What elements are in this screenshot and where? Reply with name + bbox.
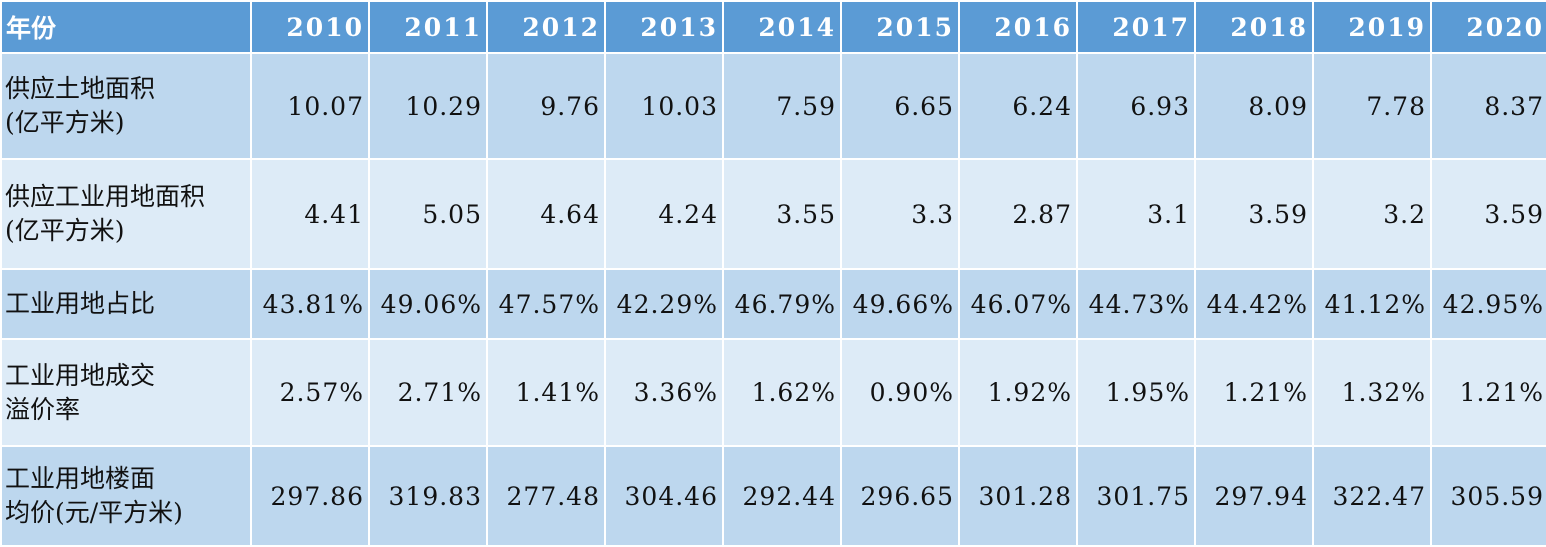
value-cell: 1.21% — [1430, 338, 1546, 447]
value-cell: 1.62% — [722, 338, 842, 447]
year-header-cell: 2019 — [1312, 0, 1432, 54]
row-label-line: 工业用地楼面 — [5, 464, 156, 493]
value-cell: 1.21% — [1194, 338, 1314, 447]
value-cell: 6.65 — [840, 52, 960, 160]
value-cell: 4.41 — [250, 158, 370, 270]
table-row-premium-rate: 工业用地成交 溢价率 2.57% 2.71% 1.41% 3.36% 1.62% … — [0, 338, 1546, 447]
value-cell: 49.06% — [368, 268, 488, 340]
row-label-line: 均价(元/平方米) — [5, 498, 183, 527]
value-cell: 41.12% — [1312, 268, 1432, 340]
value-cell: 10.07 — [250, 52, 370, 160]
row-label-cell: 供应工业用地面积 (亿平方米) — [0, 158, 252, 270]
value-cell: 2.71% — [368, 338, 488, 447]
value-cell: 4.64 — [486, 158, 606, 270]
value-cell: 297.86 — [250, 445, 370, 547]
year-header-cell: 2015 — [840, 0, 960, 54]
value-cell: 297.94 — [1194, 445, 1314, 547]
value-cell: 3.36% — [604, 338, 724, 447]
value-cell: 5.05 — [368, 158, 488, 270]
value-cell: 7.59 — [722, 52, 842, 160]
value-cell: 1.41% — [486, 338, 606, 447]
row-label-line: 溢价率 — [5, 394, 81, 424]
table-row-industrial-share: 工业用地占比 43.81% 49.06% 47.57% 42.29% 46.79… — [0, 268, 1546, 340]
value-cell: 42.95% — [1430, 268, 1546, 340]
value-cell: 4.24 — [604, 158, 724, 270]
row-label-cell: 工业用地占比 — [0, 268, 252, 340]
value-cell: 49.66% — [840, 268, 960, 340]
value-cell: 7.78 — [1312, 52, 1432, 160]
value-cell: 1.32% — [1312, 338, 1432, 447]
value-cell: 301.75 — [1076, 445, 1196, 547]
value-cell: 1.95% — [1076, 338, 1196, 447]
row-label-line: 供应工业用地面积 — [5, 182, 206, 211]
value-cell: 296.65 — [840, 445, 960, 547]
value-cell: 301.28 — [958, 445, 1078, 547]
value-cell: 46.07% — [958, 268, 1078, 340]
year-header-cell: 2011 — [368, 0, 488, 54]
value-cell: 8.37 — [1430, 52, 1546, 160]
value-cell: 292.44 — [722, 445, 842, 547]
value-cell: 3.2 — [1312, 158, 1432, 270]
value-cell: 10.03 — [604, 52, 724, 160]
value-cell: 319.83 — [368, 445, 488, 547]
value-cell: 2.57% — [250, 338, 370, 447]
header-label-cell: 年份 — [0, 0, 252, 54]
row-label-cell: 工业用地楼面 均价(元/平方米) — [0, 445, 252, 547]
row-label-line: (亿平方米) — [5, 108, 125, 137]
year-header-cell: 2010 — [250, 0, 370, 54]
row-label-cell: 工业用地成交 溢价率 — [0, 338, 252, 447]
row-label-line: (亿平方米) — [5, 216, 125, 245]
value-cell: 44.42% — [1194, 268, 1314, 340]
value-cell: 1.92% — [958, 338, 1078, 447]
year-header-cell: 2017 — [1076, 0, 1196, 54]
value-cell: 6.93 — [1076, 52, 1196, 160]
table-row-land-supply: 供应土地面积 (亿平方米) 10.07 10.29 9.76 10.03 7.59… — [0, 52, 1546, 160]
value-cell: 43.81% — [250, 268, 370, 340]
year-header-cell: 2013 — [604, 0, 724, 54]
header-row: 年份 2010 2011 2012 2013 2014 2015 2016 20… — [0, 0, 1546, 54]
value-cell: 3.1 — [1076, 158, 1196, 270]
value-cell: 305.59 — [1430, 445, 1546, 547]
year-header-cell: 2016 — [958, 0, 1078, 54]
year-header-cell: 2012 — [486, 0, 606, 54]
value-cell: 322.47 — [1312, 445, 1432, 547]
row-label-line: 工业用地成交 — [5, 360, 156, 390]
value-cell: 6.24 — [958, 52, 1078, 160]
table-row-floor-price: 工业用地楼面 均价(元/平方米) 297.86 319.83 277.48 304… — [0, 445, 1546, 547]
year-header-cell: 2018 — [1194, 0, 1314, 54]
value-cell: 10.29 — [368, 52, 488, 160]
year-header-cell: 2020 — [1430, 0, 1546, 54]
value-cell: 2.87 — [958, 158, 1078, 270]
value-cell: 9.76 — [486, 52, 606, 160]
value-cell: 42.29% — [604, 268, 724, 340]
value-cell: 3.3 — [840, 158, 960, 270]
value-cell: 46.79% — [722, 268, 842, 340]
value-cell: 8.09 — [1194, 52, 1314, 160]
row-label-cell: 供应土地面积 (亿平方米) — [0, 52, 252, 160]
value-cell: 277.48 — [486, 445, 606, 547]
row-label-line: 工业用地占比 — [5, 289, 156, 318]
row-label-line: 供应土地面积 — [5, 74, 156, 103]
value-cell: 0.90% — [840, 338, 960, 447]
value-cell: 44.73% — [1076, 268, 1196, 340]
year-header-cell: 2014 — [722, 0, 842, 54]
value-cell: 47.57% — [486, 268, 606, 340]
table-row-industrial-land-supply: 供应工业用地面积 (亿平方米) 4.41 5.05 4.64 4.24 3.55 … — [0, 158, 1546, 270]
value-cell: 304.46 — [604, 445, 724, 547]
value-cell: 3.59 — [1194, 158, 1314, 270]
value-cell: 3.59 — [1430, 158, 1546, 270]
value-cell: 3.55 — [722, 158, 842, 270]
